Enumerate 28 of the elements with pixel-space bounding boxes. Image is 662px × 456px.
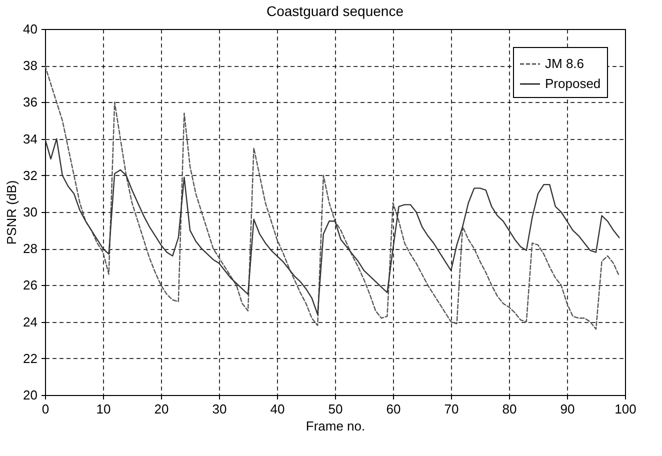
y-tick-label: 28 (23, 241, 38, 256)
y-tick-label: 26 (23, 278, 38, 293)
x-tick-label: 40 (270, 402, 285, 416)
x-tick-label: 30 (212, 402, 227, 416)
y-tick-label: 36 (23, 94, 38, 110)
x-tick-label: 60 (386, 402, 401, 416)
y-tick-label: 20 (23, 388, 38, 402)
x-tick-label: 80 (502, 402, 517, 416)
y-axis-title: PSNR (dB) (4, 180, 20, 245)
line-series (45, 138, 620, 316)
x-tick-label: 0 (42, 402, 50, 416)
y-tick-label: 38 (23, 58, 38, 74)
y-tick-label: 34 (23, 131, 38, 146)
x-tick-label: 100 (614, 402, 636, 416)
y-tick-label: 22 (23, 350, 38, 366)
x-tick-label: 20 (154, 402, 169, 416)
y-tick-label: 24 (23, 314, 38, 330)
chart-title: Coastguard sequence (266, 3, 404, 19)
y-tick-label: 30 (23, 204, 38, 220)
legend-label: JM 8.6 (545, 56, 584, 71)
y-tick-label: 32 (23, 168, 38, 183)
x-tick-label: 50 (328, 402, 343, 416)
y-tick-label: 40 (23, 22, 38, 36)
x-tick-label: 70 (444, 402, 459, 416)
x-tick-label: 90 (560, 402, 575, 416)
x-axis-title: Frame no. (306, 418, 366, 434)
x-tick-label: 10 (96, 402, 111, 416)
legend-label: Proposed (545, 76, 601, 91)
